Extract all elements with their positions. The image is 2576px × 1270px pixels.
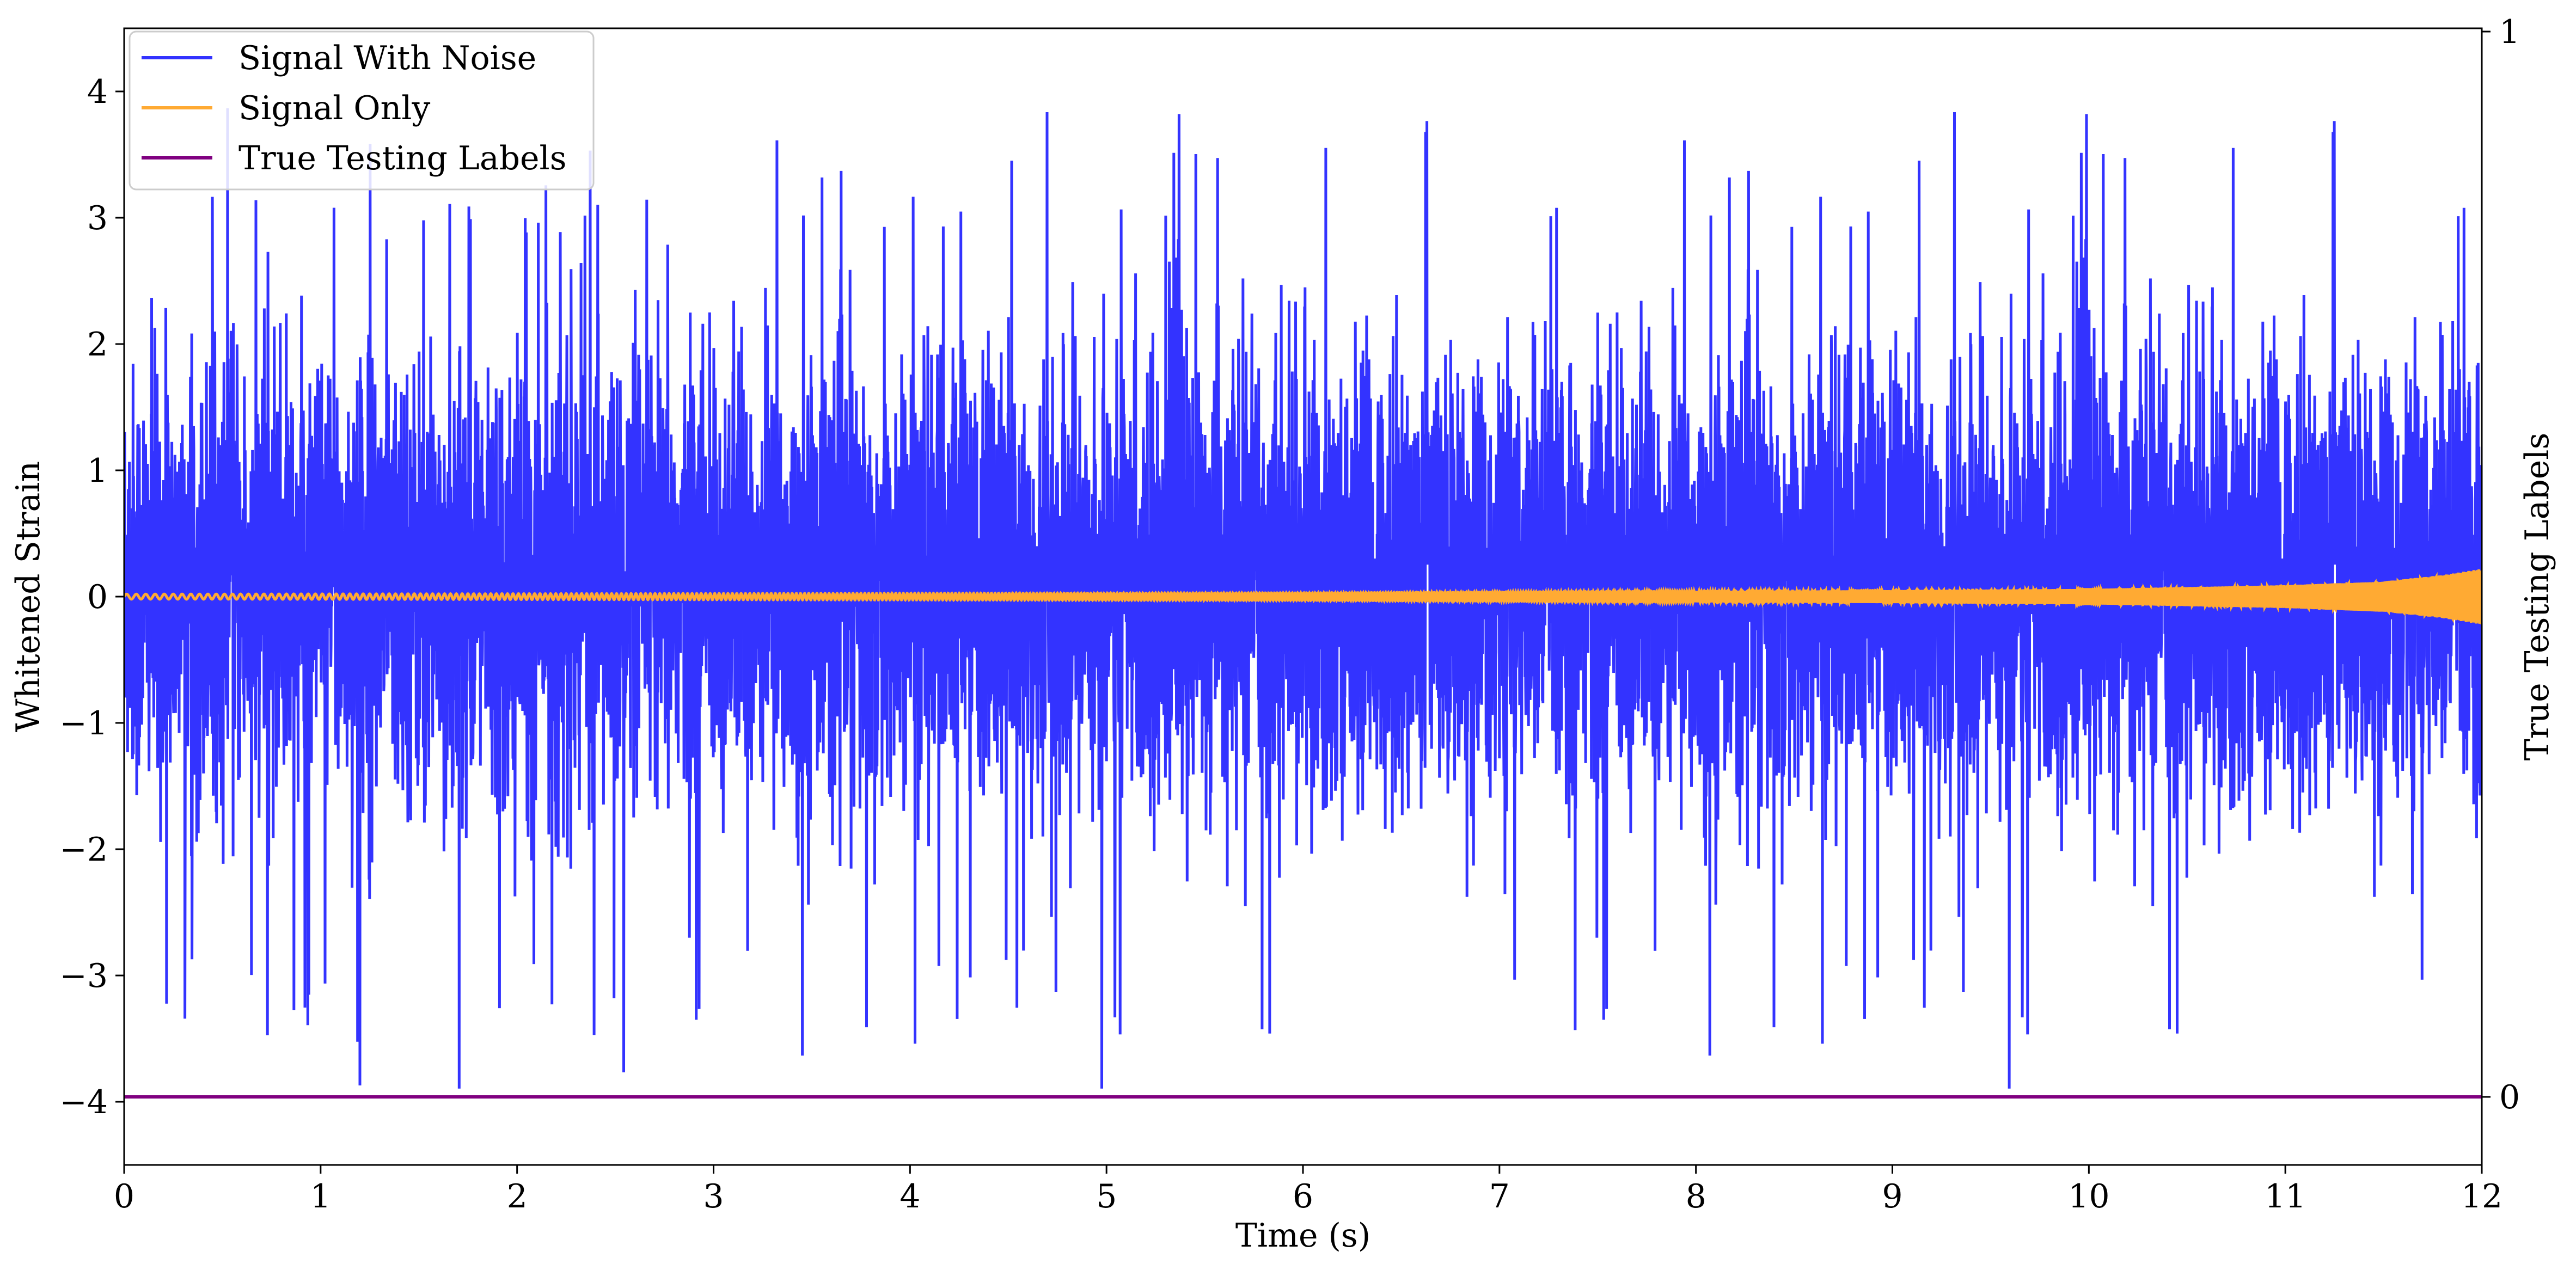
series-signal-with-noise-line: [124, 108, 2482, 1089]
y-tick-label: −2: [60, 831, 108, 869]
x-tick-label: 3: [703, 1177, 724, 1216]
x-tick-label: 7: [1489, 1177, 1510, 1216]
x-tick-label: 8: [1686, 1177, 1706, 1216]
y-tick-label: 4: [87, 73, 108, 111]
legend-entry-label: Signal With Noise: [238, 39, 536, 77]
legend: Signal With Noise Signal Only True Testing…: [129, 30, 595, 191]
x-tick-label: 10: [2068, 1177, 2109, 1216]
legend-box: [129, 30, 595, 191]
x-tick-label: 0: [114, 1177, 134, 1216]
y-tick-label: 2: [87, 326, 108, 364]
x-tick-label: 11: [2265, 1177, 2306, 1216]
y2-tick-label: 1: [2499, 13, 2520, 51]
y-tick-label: −4: [60, 1083, 108, 1121]
legend-entry-label: Signal Only: [238, 89, 430, 127]
y-tick-label: −1: [60, 704, 108, 743]
x-tick-label: 12: [2461, 1177, 2502, 1216]
series-signal-only-line: [124, 569, 2482, 624]
x-tick-label: 6: [1293, 1177, 1313, 1216]
x-axis-label: Time (s): [1235, 1217, 1370, 1255]
series-group: [124, 108, 2482, 1099]
y2-tick-label: 0: [2499, 1078, 2520, 1116]
y-tick-label: 3: [87, 199, 108, 237]
legend-entry-label: True Testing Labels: [238, 139, 567, 177]
y2-axis-label: True Testing Labels: [2518, 433, 2556, 761]
x-tick-label: 1: [310, 1177, 331, 1216]
y-tick-label: 1: [87, 452, 108, 490]
x-tick-label: 4: [900, 1177, 920, 1216]
x-tick-label: 5: [1096, 1177, 1117, 1216]
y-axis-label: Whitened Strain: [9, 461, 47, 732]
y-tick-label: −3: [60, 957, 108, 995]
x-tick-label: 9: [1882, 1177, 1902, 1216]
x-tick-label: 2: [507, 1177, 528, 1216]
y-tick-label: 0: [87, 578, 108, 616]
